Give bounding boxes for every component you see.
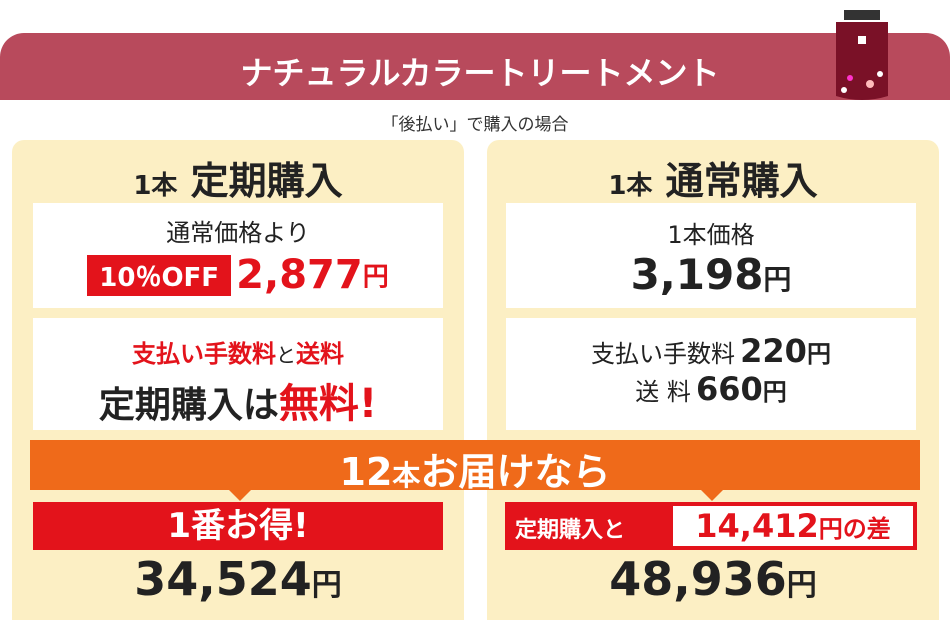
total: 48,936	[609, 552, 787, 606]
left-price-box: 通常価格より 10％OFF 2,877円	[33, 203, 443, 308]
shipping-unit: 円	[762, 378, 787, 406]
unit: 本	[392, 459, 421, 492]
right-heading: 1本 通常購入	[487, 150, 939, 205]
and: と	[276, 343, 296, 367]
unit: 円	[786, 568, 817, 603]
price: 3,198	[630, 250, 764, 299]
price: 2,877	[236, 252, 363, 298]
left-total: 34,524円	[12, 552, 464, 606]
diff-box: 14,412円の差	[673, 506, 913, 546]
band-arrows	[228, 489, 724, 501]
count: 1本	[608, 171, 653, 201]
banner: 定期購入と	[515, 518, 626, 543]
fee-line: 支払い手数料 220円	[506, 332, 916, 370]
unit: 円	[362, 262, 389, 293]
title: ナチュラルカラートリートメント	[240, 54, 720, 92]
right-result-banner: 定期購入と 14,412円の差	[505, 502, 917, 550]
product-image	[836, 10, 888, 100]
fee-label: 支払い手数料	[591, 340, 736, 368]
fee: 220	[740, 332, 807, 370]
fee: 支払い手数料	[132, 340, 276, 368]
unit: 円	[311, 568, 342, 603]
fee-line: 支払い手数料と送料	[33, 334, 443, 369]
subtitle: 「後払い」で購入の場合	[381, 115, 569, 135]
free-line: 定期購入は無料!	[33, 371, 443, 429]
left-heading: 1本 定期購入	[12, 150, 464, 205]
shipping-line: 送 料 660円	[506, 370, 916, 408]
right-price-box: 1本価格 3,198円	[506, 203, 916, 308]
total: 34,524	[134, 552, 312, 606]
shipping: 送料	[296, 340, 344, 368]
price-row: 10％OFF 2,877円	[33, 252, 443, 298]
label: 通常価格より	[166, 219, 310, 247]
right-fee-box: 支払い手数料 220円 送 料 660円	[506, 318, 916, 430]
label: 1本価格	[667, 221, 755, 249]
unit: 円	[763, 263, 792, 296]
line2: 定期購入は	[98, 385, 279, 426]
count: 12	[339, 450, 393, 494]
plan-name: 通常購入	[665, 159, 818, 203]
shipping-label: 送 料	[635, 378, 691, 406]
diff-unit: 円の差	[818, 515, 891, 543]
header-banner	[0, 33, 950, 100]
right-total: 48,936円	[487, 552, 939, 606]
price-row: 3,198円	[506, 250, 916, 299]
left-fee-box: 支払い手数料と送料 定期購入は無料!	[33, 318, 443, 430]
free: 無料!	[278, 381, 378, 427]
band-text: 12本お届けなら	[30, 441, 920, 496]
badge: 10％OFF	[87, 254, 232, 296]
orange-band	[30, 440, 920, 490]
fee-unit: 円	[806, 340, 831, 368]
count: 1本	[133, 171, 178, 201]
diff: 14,412	[695, 507, 819, 545]
shipping: 660	[695, 370, 763, 408]
left-result-banner: 1番お得!	[33, 502, 443, 550]
plan-name: 定期購入	[190, 159, 343, 203]
text: お届けなら	[420, 450, 611, 494]
